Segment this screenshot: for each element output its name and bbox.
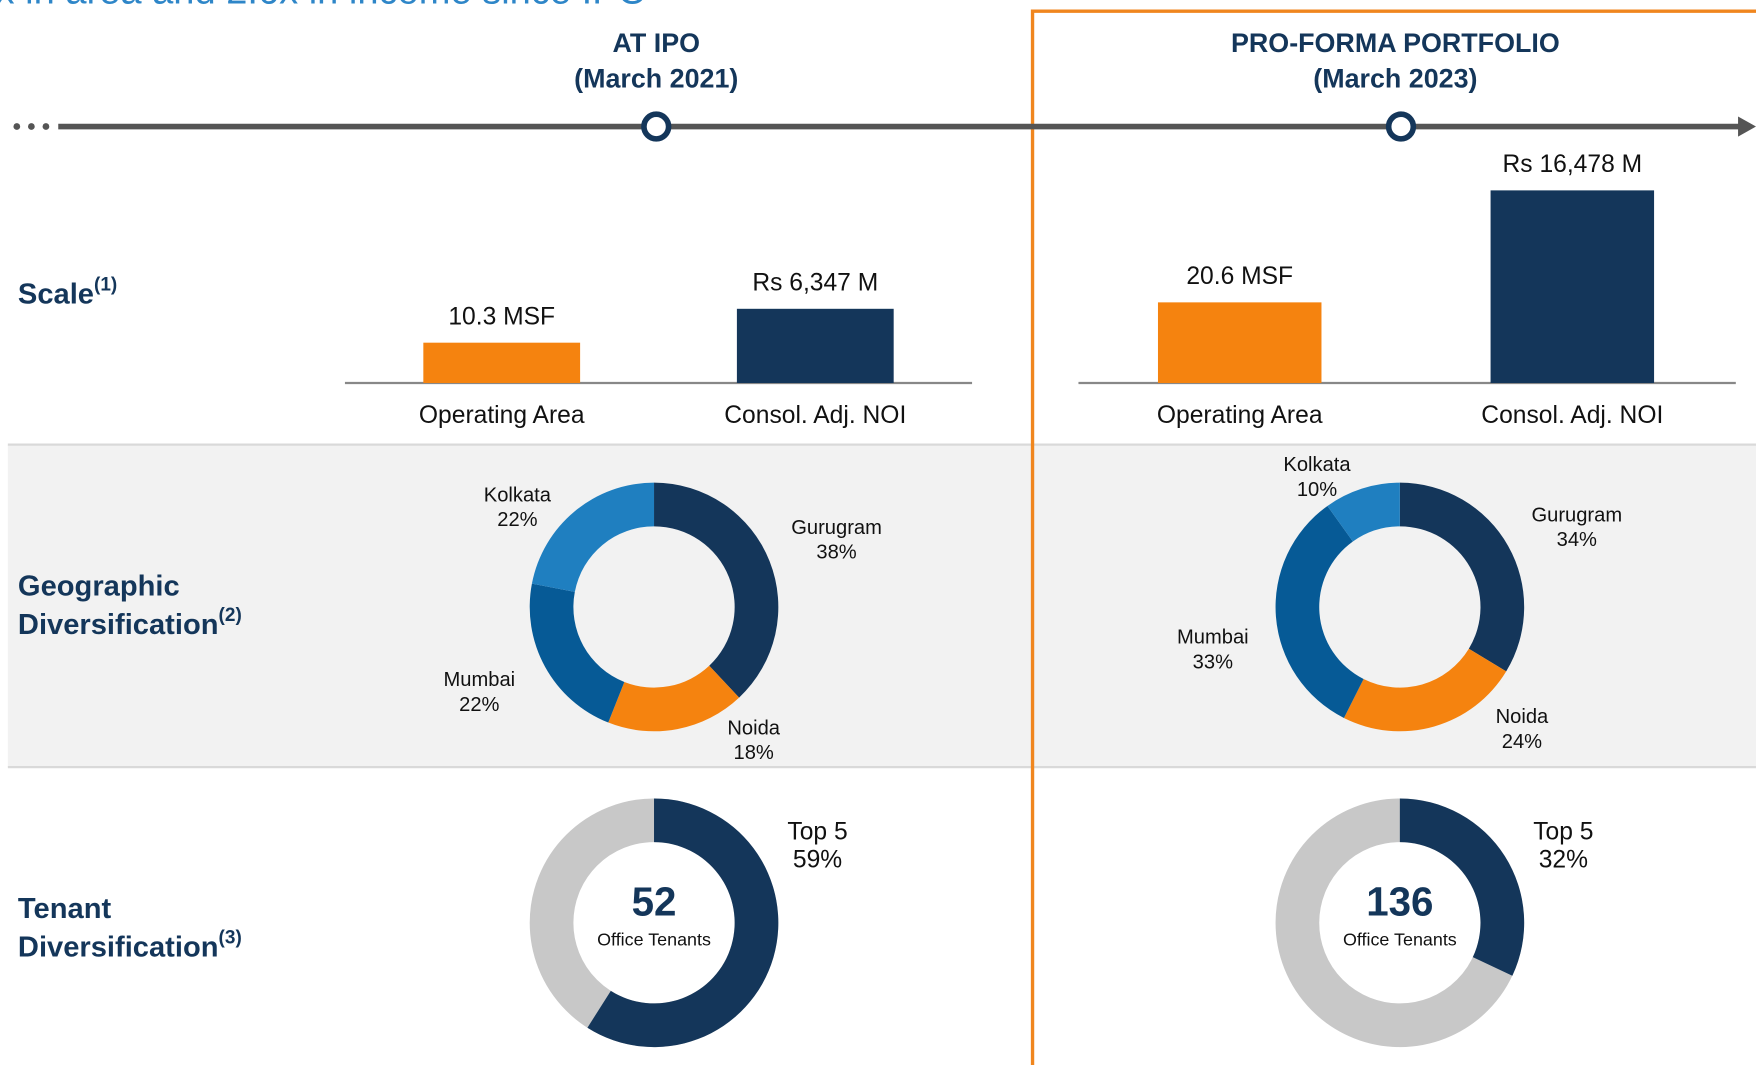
segment-value: 38% bbox=[816, 542, 856, 564]
segment-name: Mumbai bbox=[444, 669, 516, 691]
segment-name: Mumbai bbox=[1177, 627, 1249, 649]
highlight-box bbox=[1030, 9, 1756, 1065]
milestone bbox=[641, 111, 672, 142]
bar-value-label: Rs 16,478 M bbox=[1503, 151, 1643, 178]
dot bbox=[13, 123, 21, 130]
arrowhead bbox=[1738, 116, 1756, 137]
donut-segment bbox=[1399, 798, 1525, 976]
footnote-ref: (2) bbox=[219, 605, 242, 626]
row-label: Diversification(2) bbox=[18, 605, 242, 641]
tenant-count: 52 bbox=[632, 879, 677, 924]
bar-category: Consol. Adj. NOI bbox=[1481, 402, 1663, 429]
column-heading: AT IPO bbox=[612, 28, 700, 58]
bar-value-label: Rs 6,347 M bbox=[752, 270, 878, 297]
title-fragment: x in area and 2.6x in income since IPO bbox=[0, 0, 647, 12]
segment-value: 32% bbox=[1539, 847, 1588, 874]
donut-segment bbox=[531, 482, 655, 592]
row-label-text: Scale bbox=[18, 278, 94, 310]
row-label: Diversification(3) bbox=[18, 927, 242, 963]
milestone bbox=[1385, 111, 1417, 142]
segment-name: Noida bbox=[1496, 706, 1549, 728]
tenant-count-label: Office Tenants bbox=[597, 929, 711, 949]
row-band bbox=[7, 444, 1756, 768]
bar bbox=[1490, 190, 1655, 383]
dot bbox=[28, 123, 35, 130]
donut-segment bbox=[1275, 505, 1364, 718]
segment-name: Kolkata bbox=[484, 484, 552, 506]
donut-segment bbox=[1327, 482, 1400, 542]
footnote-ref: (3) bbox=[219, 927, 242, 948]
bar-value-label: 10.3 MSF bbox=[448, 304, 555, 331]
bar-category: Operating Area bbox=[419, 402, 585, 429]
bar bbox=[1157, 302, 1322, 383]
segment-value: 10% bbox=[1297, 479, 1337, 501]
donut-segment bbox=[1343, 648, 1507, 732]
donut-segment bbox=[529, 583, 625, 723]
segment-name: Top 5 bbox=[1533, 819, 1593, 846]
dot bbox=[42, 123, 50, 130]
segment-value: 59% bbox=[793, 847, 842, 874]
segment-value: 22% bbox=[459, 694, 499, 716]
column-heading: PRO-FORMA PORTFOLIO bbox=[1231, 28, 1560, 58]
segment-value: 18% bbox=[734, 742, 774, 764]
bar bbox=[423, 342, 581, 383]
row-label: Tenant bbox=[18, 893, 112, 925]
segment-value: 34% bbox=[1557, 529, 1597, 551]
donut-segment bbox=[1399, 482, 1525, 672]
bar-category: Operating Area bbox=[1157, 402, 1323, 429]
donut-segment bbox=[608, 665, 740, 732]
tenant-count-label: Office Tenants bbox=[1343, 929, 1457, 949]
segment-name: Gurugram bbox=[791, 517, 882, 539]
segment-name: Gurugram bbox=[1531, 505, 1622, 527]
segment-value: 33% bbox=[1193, 651, 1233, 673]
segment-name: Noida bbox=[727, 717, 780, 739]
segment-name: Kolkata bbox=[1283, 454, 1351, 476]
bar-category: Consol. Adj. NOI bbox=[724, 402, 906, 429]
donut-segment bbox=[587, 798, 779, 1048]
bar-value-label: 20.6 MSF bbox=[1186, 263, 1293, 290]
segment-value: 24% bbox=[1502, 731, 1542, 753]
row-label-text: Diversification bbox=[18, 931, 219, 963]
footnote-ref: (1) bbox=[94, 275, 117, 296]
bar bbox=[736, 308, 894, 383]
row-label: Scale(1) bbox=[18, 275, 117, 311]
timeline bbox=[13, 111, 1756, 142]
segment-value: 22% bbox=[497, 509, 537, 531]
column-date: (March 2023) bbox=[1313, 64, 1477, 94]
tenant-count: 136 bbox=[1366, 879, 1433, 924]
row-label: Geographic bbox=[18, 571, 180, 603]
segment-name: Top 5 bbox=[787, 819, 847, 846]
column-date: (March 2021) bbox=[574, 64, 738, 94]
row-label-text: Diversification bbox=[18, 609, 219, 641]
donut-segment bbox=[654, 482, 779, 698]
